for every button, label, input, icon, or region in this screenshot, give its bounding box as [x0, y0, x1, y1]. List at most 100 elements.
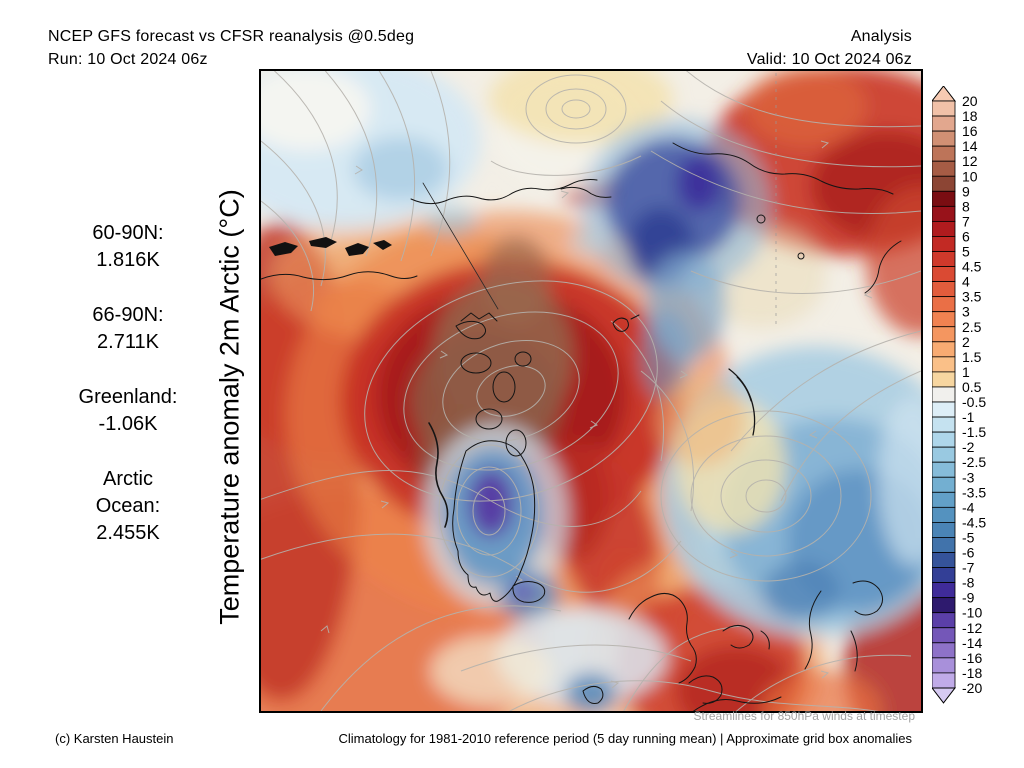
- colorbar-segment: [932, 582, 956, 599]
- colorbar-segment: [932, 416, 956, 433]
- colorbar-tick-label: 1.5: [962, 349, 982, 365]
- colorbar-segment: [932, 190, 956, 207]
- colorbar-tick-label: -3: [962, 469, 975, 485]
- colorbar-tick-label: 9: [962, 183, 970, 199]
- coastlines: [261, 142, 902, 711]
- region-stats: 60-90N: 1.816K 66-90N: 2.711K Greenland:…: [30, 220, 226, 575]
- streamline-note: Streamlines for 850hPa winds at timestep: [693, 709, 915, 723]
- colorbar-tick-label: 4: [962, 274, 970, 290]
- colorbar-tick-label: 6: [962, 228, 970, 244]
- colorbar-tick-label: 3.5: [962, 289, 982, 305]
- colorbar-tick-label: 8: [962, 198, 970, 214]
- stat-value: -1.06K: [98, 413, 158, 435]
- anomaly-field: [261, 71, 921, 711]
- colorbar-segment: [932, 266, 956, 283]
- stat-label: Ocean:: [95, 495, 161, 517]
- colorbar-segment: [932, 461, 956, 478]
- colorbar-tick-label: -10: [962, 605, 982, 621]
- colorbar-segment: [932, 491, 956, 508]
- colorbar-arrow-down: [932, 687, 957, 704]
- colorbar-tick-label: 1: [962, 364, 970, 380]
- mode-label: Analysis: [850, 28, 912, 45]
- valid-line: Valid: 10 Oct 2024 06z: [746, 51, 912, 68]
- stat-arctic-ocean: Arctic Ocean: 2.455K: [30, 466, 226, 547]
- colorbar-segment: [932, 341, 956, 358]
- colorbar-segment: [932, 205, 956, 222]
- colorbar-tick-label: -4: [962, 499, 975, 515]
- colorbar-segment: [932, 281, 956, 298]
- colorbar-segment: [932, 552, 956, 568]
- colorbar-tick-label: -1: [962, 409, 975, 425]
- streamlines: [261, 71, 921, 711]
- map-canvas: [261, 71, 921, 711]
- colorbar-tick-label: -18: [962, 665, 982, 681]
- stat-66-90N: 66-90N: 2.711K: [30, 302, 226, 356]
- colorbar-segment: [932, 160, 956, 177]
- colorbar-segment: [932, 642, 956, 659]
- colorbar-tick-label: 20: [962, 93, 978, 109]
- plot-title: NCEP GFS forecast vs CFSR reanalysis @0.…: [48, 28, 415, 45]
- colorbar-segment: [932, 401, 956, 418]
- colorbar-tick-label: 2.5: [962, 319, 982, 335]
- colorbar-tick-label: 14: [962, 138, 978, 154]
- colorbar-segment: [932, 476, 956, 493]
- stat-value: 2.455K: [96, 522, 160, 544]
- colorbar-tick-label: -6: [962, 545, 975, 561]
- colorbar-segment: [932, 371, 956, 388]
- colorbar-segment: [932, 446, 956, 463]
- climatology-note: Climatology for 1981-2010 reference peri…: [338, 731, 912, 746]
- colorbar-tick-label: -9: [962, 590, 975, 606]
- colorbar-segment: [932, 296, 956, 313]
- colorbar-tick-label: -2.5: [962, 454, 986, 470]
- credit-line: (c) Karsten Haustein: [55, 731, 174, 746]
- stat-value: 2.711K: [97, 331, 159, 353]
- colorbar-segment: [932, 612, 956, 629]
- arctic-islands: [269, 237, 392, 256]
- colorbar-segment: [932, 236, 956, 252]
- colorbar-segment: [932, 386, 956, 403]
- colorbar-segment: [932, 657, 956, 674]
- colorbar-segment: [932, 627, 956, 644]
- colorbar-segment: [932, 431, 956, 448]
- colorbar-segment: [932, 326, 956, 343]
- colorbar-segment: [932, 521, 956, 538]
- colorbar-tick-label: -5: [962, 529, 975, 545]
- anomaly-map: [259, 69, 923, 713]
- colorbar-tick-label: -7: [962, 560, 975, 576]
- colorbar-segment: [932, 251, 956, 267]
- header-left: NCEP GFS forecast vs CFSR reanalysis @0.…: [48, 25, 414, 71]
- colorbar-segment: [932, 100, 956, 117]
- colorbar: 201816141210987654.543.532.521.510.5-0.5…: [932, 86, 986, 704]
- colorbar-arrow-up: [932, 86, 957, 102]
- colorbar-tick-label: -0.5: [962, 394, 986, 410]
- colorbar-segment: [932, 506, 956, 523]
- stat-label: Greenland:: [78, 386, 178, 408]
- stat-greenland: Greenland: -1.06K: [30, 384, 226, 438]
- colorbar-segment: [932, 175, 956, 192]
- colorbar-tick-label: -3.5: [962, 484, 986, 500]
- colorbar-tick-label: 0.5: [962, 379, 982, 395]
- colorbar-tick-label: -14: [962, 635, 982, 651]
- header-right: Analysis Valid: 10 Oct 2024 06z: [747, 25, 912, 71]
- colorbar-tick-label: 7: [962, 213, 970, 229]
- colorbar-tick-label: -4.5: [962, 514, 986, 530]
- stat-value: 1.816K: [96, 249, 160, 271]
- colorbar-tick-label: 10: [962, 168, 978, 184]
- colorbar-segment: [932, 220, 956, 237]
- streamline-arrows: [320, 140, 873, 689]
- colorbar-segment: [932, 597, 956, 614]
- run-line: Run: 10 Oct 2024 06z: [48, 51, 208, 68]
- colorbar-segment: [932, 567, 956, 583]
- stat-label: Arctic: [103, 468, 153, 490]
- stat-label: 66-90N:: [92, 304, 164, 326]
- colorbar-tick-label: 4.5: [962, 259, 982, 275]
- colorbar-segment: [932, 130, 956, 147]
- colorbar-tick-label: 18: [962, 108, 978, 124]
- colorbar-tick-label: -8: [962, 575, 975, 591]
- colorbar-segment: [932, 311, 956, 328]
- colorbar-segment: [932, 145, 956, 162]
- colorbar-tick-label: -16: [962, 650, 982, 666]
- colorbar-tick-label: 16: [962, 123, 978, 139]
- colorbar-tick-label: 12: [962, 153, 978, 169]
- colorbar-segment: [932, 115, 956, 132]
